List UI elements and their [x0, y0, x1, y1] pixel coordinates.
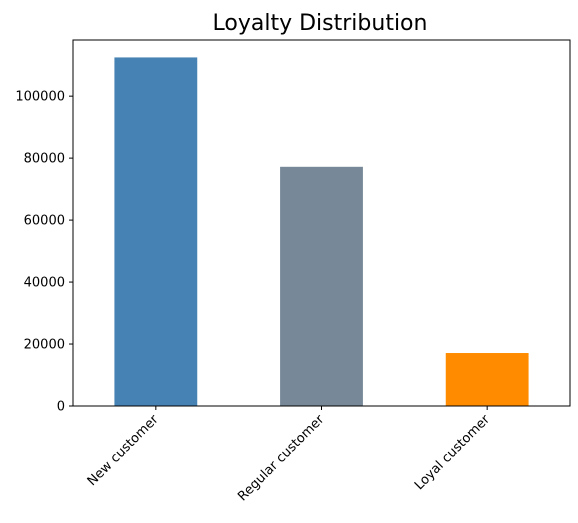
chart-title: Loyalty Distribution — [213, 11, 428, 36]
x-tick-label: New customer — [85, 412, 162, 489]
y-tick-label: 40000 — [24, 276, 65, 291]
x-axis: New customer Regular customer Loyal custom… — [85, 406, 493, 505]
bar-2 — [445, 353, 529, 406]
bar-1 — [280, 166, 363, 406]
bars-group — [114, 57, 529, 407]
x-tick-label: Loyal customer — [412, 412, 493, 493]
y-tick-label: 80000 — [24, 152, 65, 167]
y-tick-label: 100000 — [15, 90, 65, 105]
y-tick-label: 0 — [57, 400, 65, 415]
x-tick-label: Regular customer — [235, 412, 328, 505]
y-tick-label: 20000 — [24, 338, 65, 353]
y-axis: 0 20000 40000 60000 80000 100000 — [15, 90, 73, 415]
bar-0 — [114, 57, 198, 407]
y-tick-label: 60000 — [24, 214, 65, 229]
plot-frame — [72, 39, 571, 407]
